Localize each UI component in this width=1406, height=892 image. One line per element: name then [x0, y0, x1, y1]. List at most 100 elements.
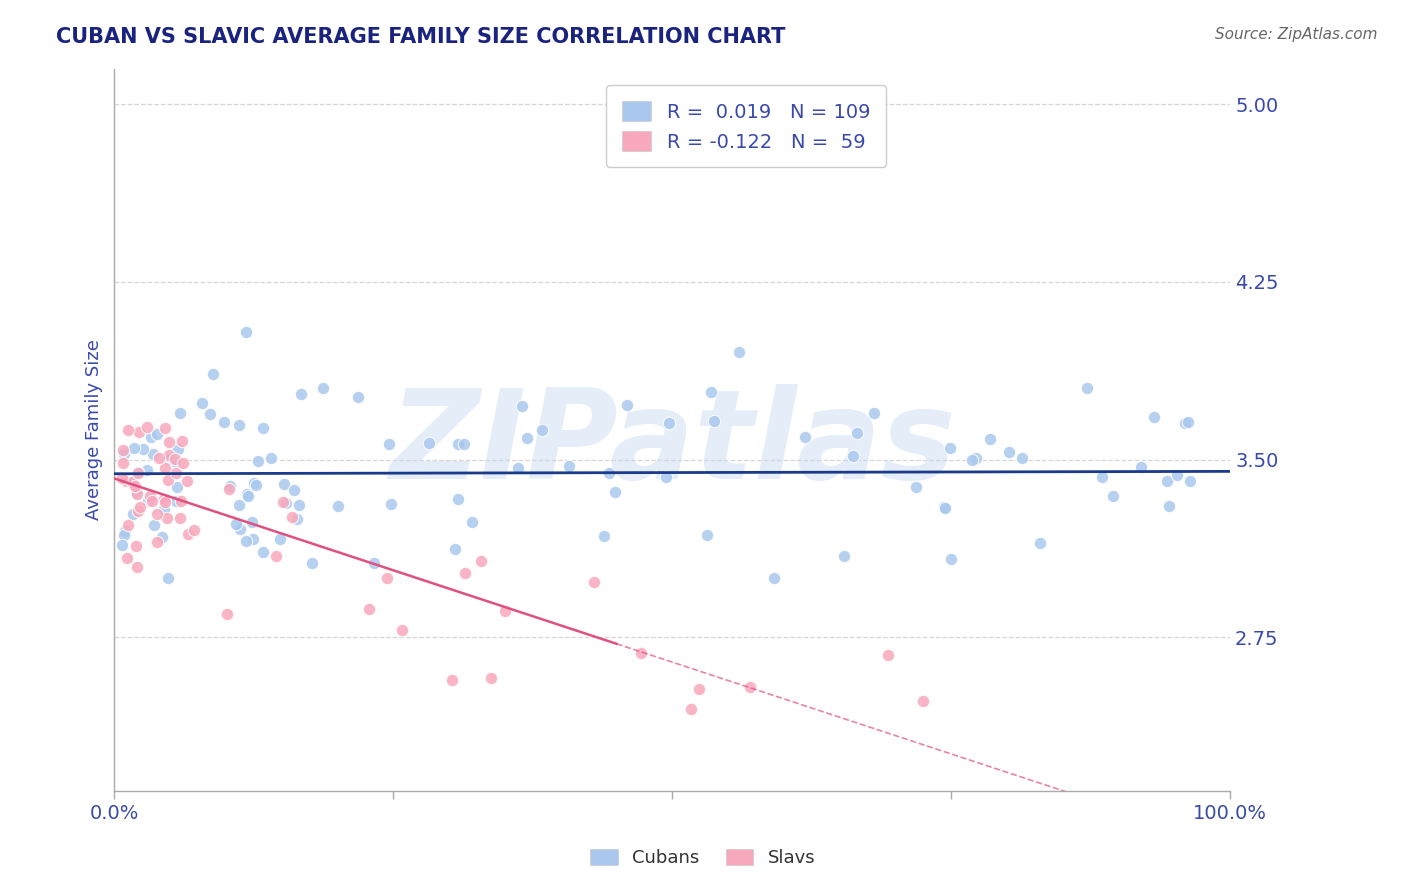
Point [125, 486, 148, 500]
Point [380, 497, 402, 511]
Point [111, 442, 134, 457]
Point [264, 549, 287, 563]
Point [148, 451, 170, 466]
Point [243, 475, 266, 490]
Point [135, 463, 157, 477]
Point [905, 479, 928, 493]
Point [240, 515, 263, 529]
Y-axis label: Average Family Size: Average Family Size [86, 340, 103, 520]
Point [214, 415, 236, 429]
Point [156, 510, 179, 524]
Point [363, 556, 385, 570]
Point [1156, 474, 1178, 488]
Point [832, 549, 855, 563]
Point [510, 399, 533, 413]
Point [176, 474, 198, 488]
Point [129, 500, 152, 514]
Point [110, 538, 132, 552]
Point [1076, 381, 1098, 395]
Point [260, 450, 283, 465]
Point [763, 571, 786, 585]
Point [593, 529, 616, 543]
Text: CUBAN VS SLAVIC AVERAGE FAMILY SIZE CORRELATION CHART: CUBAN VS SLAVIC AVERAGE FAMILY SIZE CORR… [56, 27, 786, 46]
Point [153, 492, 176, 507]
Point [1029, 535, 1052, 549]
Point [347, 390, 370, 404]
Point [357, 602, 380, 616]
Point [146, 535, 169, 549]
Point [153, 421, 176, 435]
Point [128, 425, 150, 439]
Point [658, 416, 681, 430]
Point [167, 442, 190, 456]
Point [312, 381, 335, 395]
Point [146, 427, 169, 442]
Point [681, 702, 703, 716]
Point [122, 442, 145, 456]
Point [696, 528, 718, 542]
Point [124, 479, 146, 493]
Point [169, 406, 191, 420]
Point [862, 406, 884, 420]
Point [630, 646, 652, 660]
Point [112, 528, 135, 542]
Point [177, 526, 200, 541]
Point [738, 681, 761, 695]
Point [142, 517, 165, 532]
Point [153, 501, 176, 516]
Point [375, 571, 398, 585]
Point [165, 451, 187, 466]
Point [941, 551, 963, 566]
Point [326, 500, 349, 514]
Point [125, 560, 148, 574]
Point [127, 465, 149, 479]
Point [112, 447, 135, 461]
Point [728, 344, 751, 359]
Point [165, 493, 187, 508]
Point [215, 607, 238, 621]
Point [1159, 500, 1181, 514]
Point [235, 533, 257, 548]
Point [688, 681, 710, 696]
Point [979, 432, 1001, 446]
Point [1091, 470, 1114, 484]
Point [703, 414, 725, 428]
Point [391, 624, 413, 638]
Point [269, 533, 291, 547]
Legend: Cubans, Slavs: Cubans, Slavs [583, 841, 823, 874]
Point [962, 452, 984, 467]
Point [122, 508, 145, 522]
Text: Source: ZipAtlas.com: Source: ZipAtlas.com [1215, 27, 1378, 42]
Point [287, 499, 309, 513]
Point [252, 421, 274, 435]
Point [508, 460, 530, 475]
Point [582, 574, 605, 589]
Point [616, 399, 638, 413]
Point [273, 476, 295, 491]
Point [165, 455, 187, 469]
Point [172, 456, 194, 470]
Point [117, 423, 139, 437]
Point [1129, 460, 1152, 475]
Point [115, 550, 138, 565]
Point [159, 435, 181, 450]
Point [121, 475, 143, 489]
Point [1143, 409, 1166, 424]
Text: ZIPatlas: ZIPatlas [389, 384, 956, 505]
Point [1174, 416, 1197, 430]
Point [454, 566, 477, 580]
Point [228, 499, 250, 513]
Point [114, 524, 136, 539]
Point [441, 673, 464, 688]
Point [939, 441, 962, 455]
Point [139, 491, 162, 505]
Point [142, 447, 165, 461]
Point [794, 430, 817, 444]
Point [911, 694, 934, 708]
Point [603, 485, 626, 500]
Point [127, 504, 149, 518]
Point [157, 448, 180, 462]
Point [447, 437, 470, 451]
Point [235, 325, 257, 339]
Point [598, 466, 620, 480]
